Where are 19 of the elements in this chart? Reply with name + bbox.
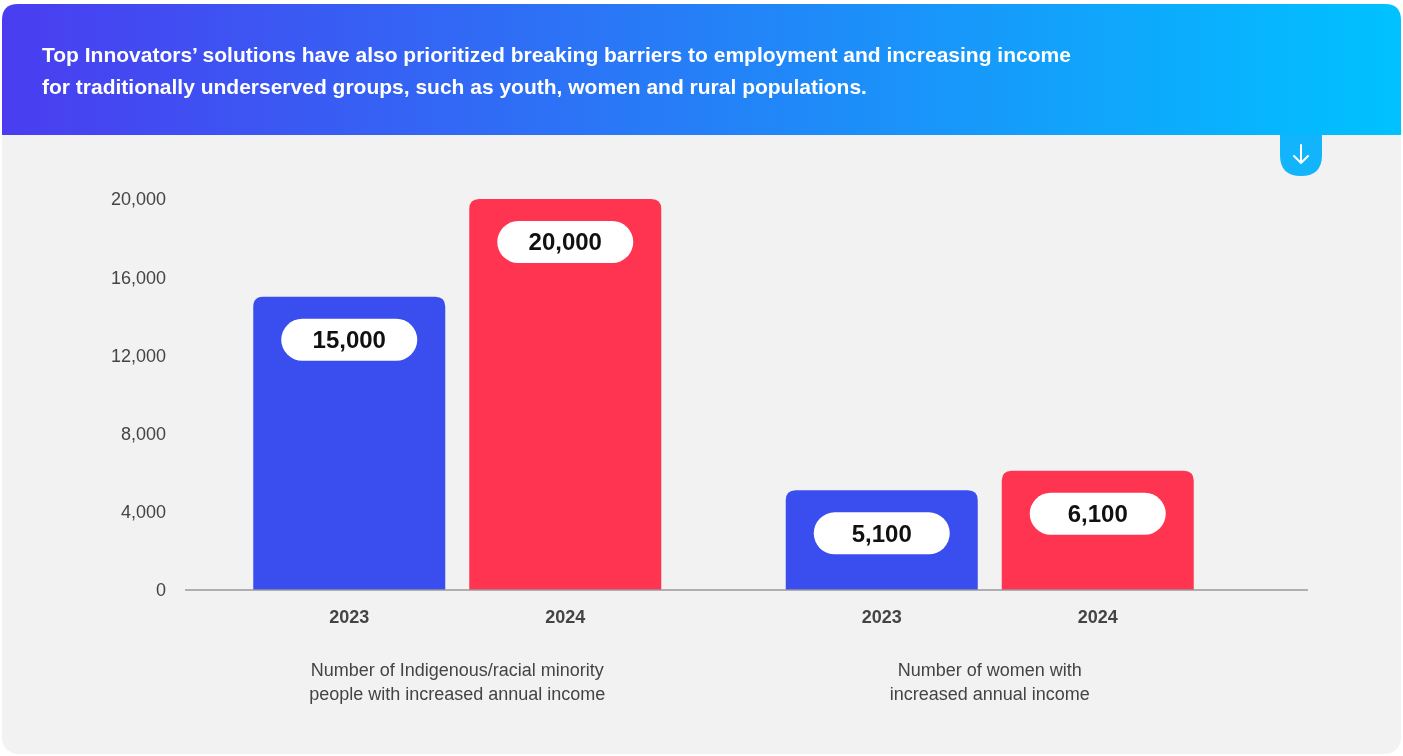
bar: [469, 199, 662, 590]
data-label: 15,000: [312, 326, 386, 354]
y-tick-label: 8,000: [120, 423, 166, 444]
x-tick-label: Number of Indigenous/racial minority people with increased annual income: [309, 660, 606, 705]
bar: [253, 296, 446, 590]
series-label: 2023: [329, 607, 370, 628]
series-label: 2024: [545, 607, 586, 628]
data-label: 6,100: [1067, 500, 1128, 528]
chart-title: Top Innovators’ solutions have also prioritized breaking barriers to employment and increasing income for traditionally underserved groups, such as youth, women and rural populations.: [42, 43, 1071, 99]
text: 2023: [861, 607, 902, 628]
y-tick-label: 12,000: [110, 345, 166, 366]
y-tick-label: 16,000: [110, 267, 166, 288]
y-tick-label: 0: [155, 580, 166, 601]
y-tick-label: 4,000: [120, 502, 166, 523]
data-label: 5,100: [851, 519, 912, 547]
text: 2024: [1077, 607, 1118, 628]
data-label: 20,000: [528, 228, 602, 256]
x-tick-label: Number of women with increased annual income: [889, 660, 1090, 705]
y-tick-label: 20,000: [110, 189, 166, 210]
